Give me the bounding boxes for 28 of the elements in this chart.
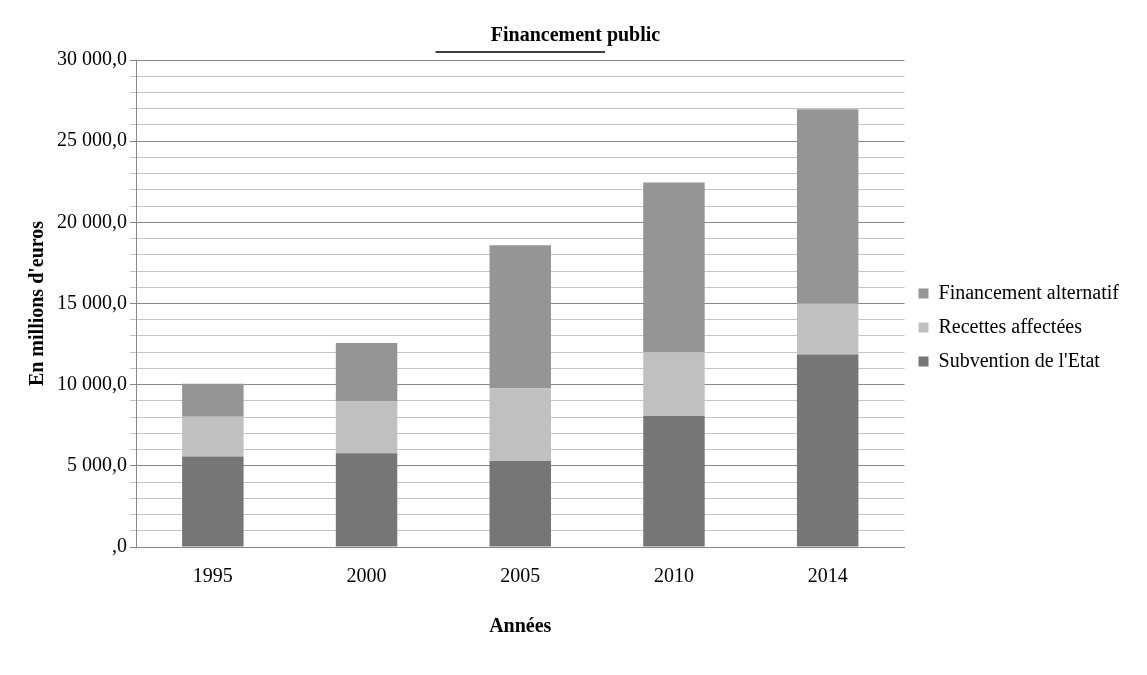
y-tick-label: ,0 — [112, 534, 127, 557]
y-tick-label: 30 000,0 — [57, 47, 127, 70]
y-axis-title: En millions d'euros — [25, 220, 48, 387]
x-tick-label: 1995 — [192, 564, 233, 587]
bar — [489, 460, 551, 547]
y-tick-label: 15 000,0 — [57, 290, 127, 313]
y-tick-label: 5 000,0 — [67, 453, 127, 476]
bar — [182, 456, 244, 547]
x-tick-label: 2000 — [346, 564, 387, 587]
legend-label: Financement alternatif — [938, 280, 1120, 303]
x-tick-label: 2010 — [653, 564, 694, 587]
x-axis-title: Années — [489, 614, 552, 637]
bar — [335, 343, 398, 401]
bar — [335, 453, 398, 547]
bar — [796, 354, 859, 547]
y-tick-label: 25 000,0 — [57, 128, 127, 151]
legend-label: Recettes affectées — [938, 314, 1083, 337]
y-tick-label: 20 000,0 — [57, 209, 127, 232]
bar — [489, 245, 551, 389]
bar — [796, 109, 859, 304]
bar — [643, 416, 705, 547]
bar — [643, 182, 705, 353]
bar — [182, 383, 244, 417]
legend-label: Subvention de l'Etat — [938, 348, 1101, 371]
x-tick-label: 2005 — [500, 564, 541, 587]
x-tick-label: 2014 — [807, 564, 848, 587]
y-tick-label: 10 000,0 — [57, 371, 127, 394]
chart-title: Financement public — [490, 23, 661, 47]
